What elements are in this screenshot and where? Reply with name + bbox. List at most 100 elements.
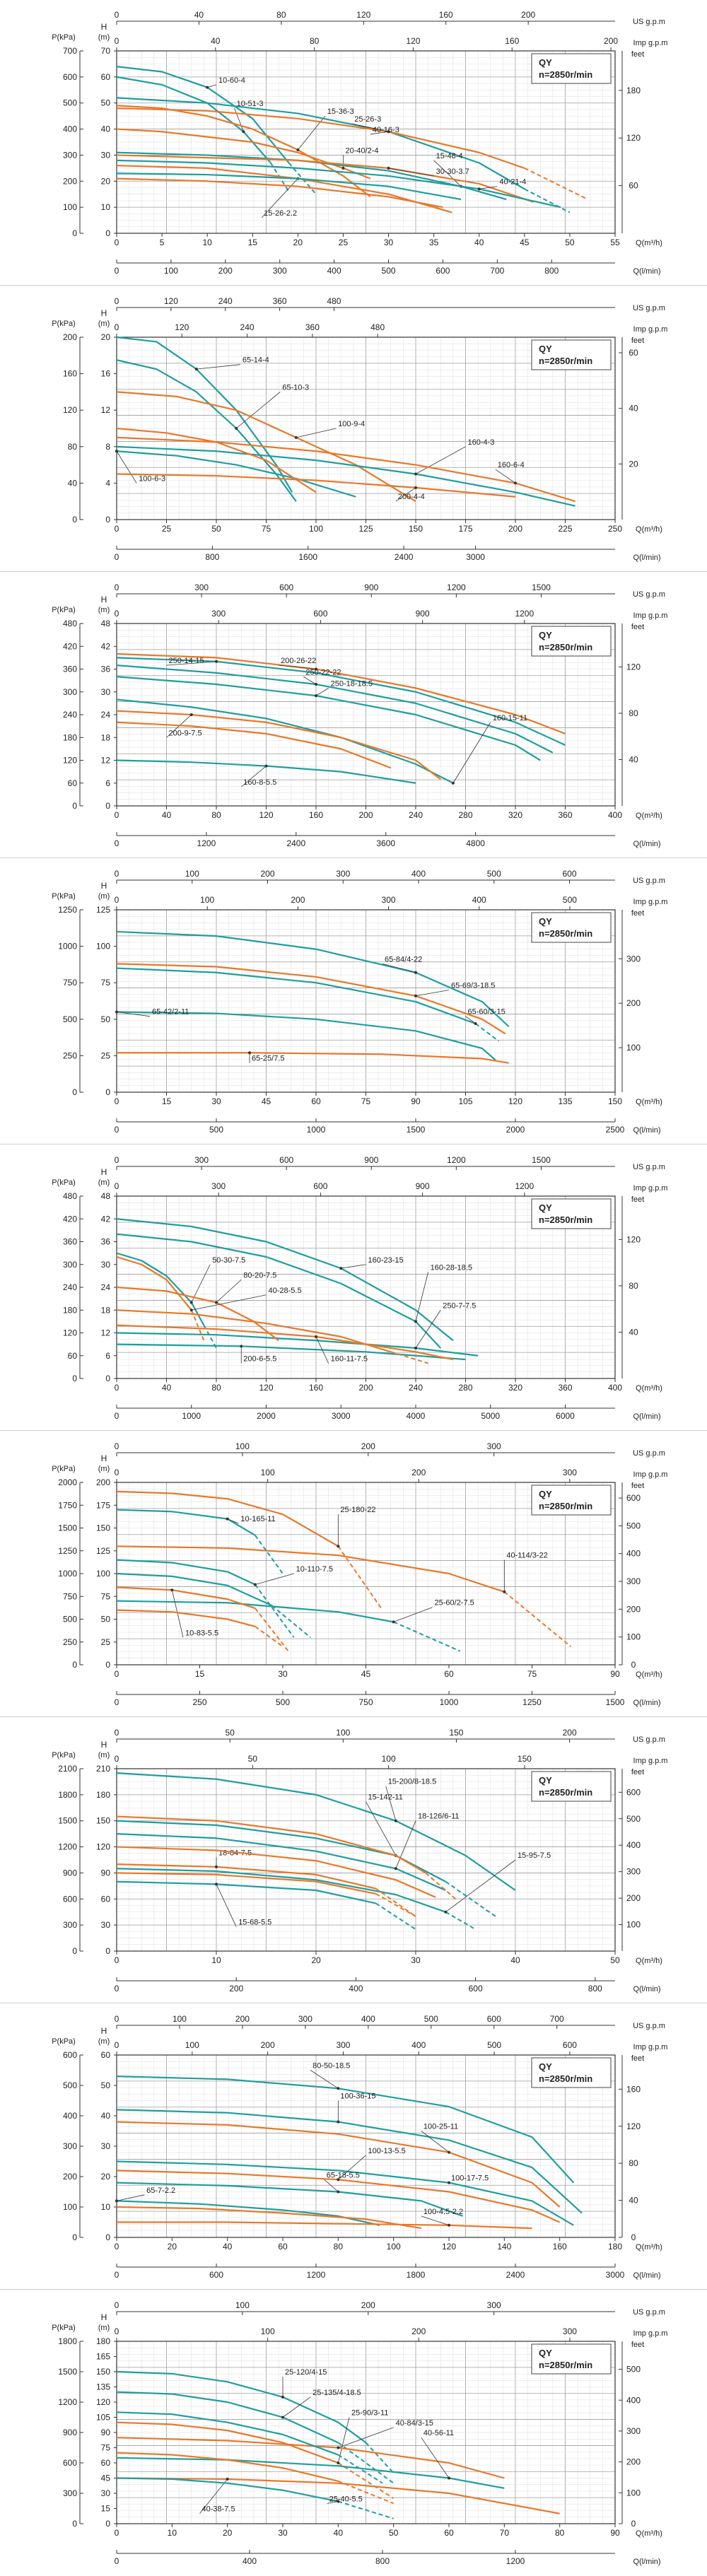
h-axis-tick-label: 40	[101, 124, 111, 134]
curve-dashed-unlabeled-8	[337, 2480, 395, 2505]
curve-dashed-25-180-22	[337, 1545, 383, 1611]
q-axis-tick-label: 15	[195, 1669, 205, 1679]
imp-axis-tick-label: 300	[563, 2326, 577, 2336]
l-axis-tick-label: 750	[358, 1697, 373, 1707]
label-leader	[415, 1272, 429, 1322]
q-axis-tick-label: 40	[162, 1383, 172, 1393]
imp-axis-tick-label: 240	[240, 322, 255, 332]
l-axis-label: Q(l/min)	[633, 1985, 660, 1994]
p-axis-tick-label: 300	[63, 150, 77, 160]
us-axis-tick-label: 300	[298, 2014, 312, 2024]
q-axis-tick-label: 80	[334, 2242, 344, 2252]
curve-unlabeled-6	[116, 1815, 426, 1874]
us-axis-tick-label: 600	[279, 1155, 293, 1165]
us-axis-tick-label: 50	[225, 1728, 235, 1738]
curves: 15-200/8-18.5 15-142-11 18-126/6-11 15-95-7…	[116, 1772, 551, 1931]
l-axis-tick-label: 700	[490, 266, 504, 276]
model-box-title: QY	[539, 1489, 552, 1499]
label-dot	[387, 166, 390, 170]
label-leader	[415, 446, 466, 474]
q-axis-label: Q(m³/h)	[636, 1098, 662, 1106]
p-axis-tick-label: 1200	[58, 1842, 77, 1852]
ft-axis-tick-label: 80	[629, 1281, 638, 1291]
p-axis-tick-label: 120	[63, 1328, 77, 1338]
label-dot	[294, 435, 298, 439]
l-axis-tick-label: 1000	[440, 1697, 459, 1707]
q-axis-tick-label: 40	[474, 238, 484, 247]
h-axis-tick-label: 60	[101, 72, 111, 82]
curve-10-110-7.5	[116, 1559, 256, 1586]
curve-10-165-11	[116, 1509, 256, 1536]
h-axis-tick-label: 120	[96, 1842, 110, 1852]
q-axis-tick-label: 10	[203, 238, 213, 247]
label-dot	[226, 1517, 229, 1521]
p-axis-tick-label: 2100	[58, 1764, 77, 1774]
us-axis-tick-label: 600	[563, 869, 577, 879]
label-leader	[370, 131, 389, 135]
curve-label: 65-10-3	[282, 383, 309, 392]
q-axis-tick-label: 120	[259, 810, 273, 820]
us-axis-tick-label: 40	[194, 10, 204, 20]
curve-160-28-18.5	[116, 1233, 442, 1349]
imp-axis-label: Imp g.p.m	[633, 39, 668, 47]
p-axis-label: P(kPa)	[52, 1465, 76, 1473]
curve-dashed-25-60/2-7.5	[393, 1621, 461, 1652]
p-axis-tick-label: 500	[63, 98, 77, 108]
q-axis-tick-label: 30	[278, 1669, 288, 1679]
l-axis-tick-label: 0	[115, 838, 119, 848]
imp-axis-label: Imp g.p.m	[633, 325, 668, 334]
l-axis-tick-label: 500	[382, 266, 396, 276]
h-axis-tick-label: 100	[96, 942, 110, 952]
panel-separator	[0, 857, 707, 858]
q-axis-tick-label: 105	[458, 1096, 472, 1106]
p-axis-tick-label: 600	[63, 72, 77, 82]
model-box-title: QY	[539, 1202, 552, 1213]
h-axis-tick-label: 50	[101, 98, 111, 108]
l-axis-tick-label: 3000	[606, 2270, 625, 2280]
curve-label: 200-26-22	[281, 657, 316, 665]
imp-axis-tick-label: 1200	[515, 609, 534, 619]
q-axis-tick-label: 40	[162, 810, 172, 820]
ft-axis-tick-label: 0	[631, 2232, 636, 2242]
p-axis-tick-label: 900	[63, 1868, 77, 1878]
curve-label: 25-135/4-18.5	[312, 2389, 361, 2397]
q-axis-tick-label: 50	[565, 238, 575, 247]
p-axis-tick-label: 1750	[58, 1500, 77, 1510]
curve-unlabeled-8	[116, 2452, 339, 2482]
curve-250-7-7.5	[116, 1332, 479, 1357]
ft-axis-tick-label: 120	[626, 662, 641, 672]
h-axis-tick-label: 175	[96, 1500, 110, 1510]
h-axis-label: H	[101, 22, 107, 32]
h-axis-tick-label: 90	[101, 1868, 111, 1878]
h-axis-tick-label: 120	[96, 2397, 110, 2407]
h-axis-tick-label: 24	[101, 1282, 111, 1292]
curve-label: 40-28-5.5	[269, 1287, 302, 1295]
curve-unlabeled-10	[116, 172, 462, 201]
p-axis-tick-label: 80	[68, 442, 78, 452]
l-axis-tick-label: 1500	[606, 1697, 625, 1707]
p-axis-tick-label: 300	[63, 1920, 77, 1930]
h-axis-label: H	[101, 881, 107, 891]
label-leader	[433, 160, 462, 187]
h-axis-tick-label: 6	[105, 1351, 110, 1361]
q-axis-tick-label: 280	[458, 1383, 472, 1393]
curve-label: 10-60-4	[218, 76, 245, 85]
h-axis-tick-label: 50	[101, 1014, 111, 1024]
label-dot	[394, 1867, 397, 1870]
curve-dashed-10-83-5.5	[255, 1608, 289, 1652]
q-axis-tick-label: 15	[162, 1096, 172, 1106]
h-axis-tick-label: 30	[101, 687, 111, 697]
p-axis-tick-label: 360	[63, 1237, 77, 1247]
h-axis-tick-label: 75	[101, 2443, 111, 2453]
h-axis-tick-label: 12	[101, 756, 111, 766]
q-axis-tick-label: 0	[115, 2528, 119, 2538]
label-dot	[253, 1583, 257, 1586]
l-axis-tick-label: 3000	[332, 1411, 351, 1421]
p-axis-tick-label: 200	[63, 176, 77, 186]
label-leader	[495, 469, 516, 484]
label-dot	[281, 2395, 284, 2399]
curve-50-30-7.5	[116, 1252, 205, 1326]
plot-frame	[116, 50, 616, 234]
label-dot	[248, 1051, 251, 1055]
q-axis-tick-label: 30	[278, 2528, 288, 2538]
